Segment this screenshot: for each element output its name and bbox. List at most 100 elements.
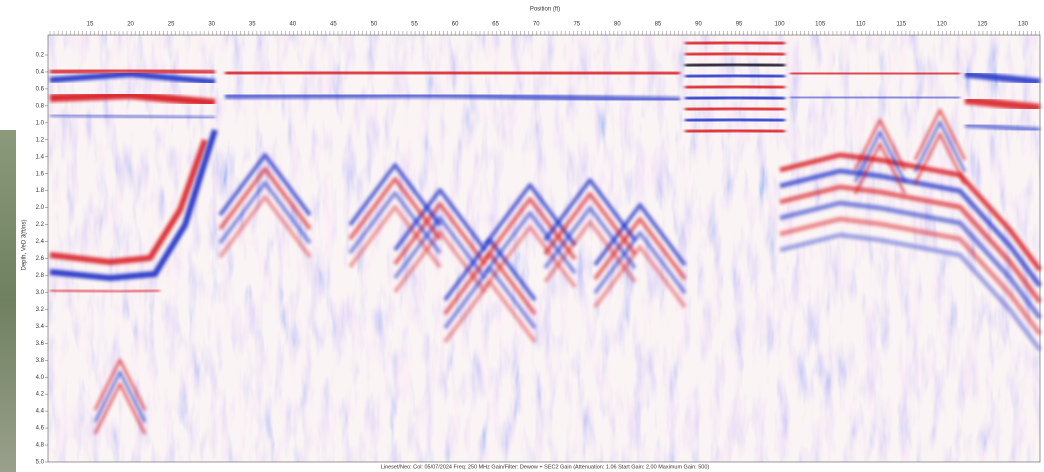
reflector	[49, 91, 216, 107]
x-axis-title: Position (ft)	[530, 7, 560, 13]
reflector	[913, 120, 967, 173]
reflector	[218, 195, 312, 259]
reflector	[913, 132, 967, 185]
reflector	[779, 200, 1042, 320]
y-tick-label: 0.4	[36, 70, 45, 76]
reflector	[964, 70, 1041, 86]
x-tick-label: 95	[736, 22, 743, 28]
reflector	[684, 83, 786, 91]
y-tick-label: 2.8	[36, 273, 45, 279]
x-tick-label: 110	[856, 22, 866, 28]
reflector	[348, 205, 442, 269]
x-tick-label: 125	[977, 22, 988, 28]
reflector	[483, 183, 577, 247]
reflector	[853, 130, 907, 183]
reflector	[779, 168, 1042, 288]
reflector	[684, 61, 786, 69]
reflector	[964, 122, 1041, 133]
background-photo	[0, 130, 16, 472]
reflector	[93, 382, 147, 435]
y-tick-label: 2.6	[36, 256, 45, 262]
reflector	[593, 245, 687, 309]
y-tick-label: 3.4	[36, 324, 45, 330]
reflector	[49, 113, 216, 120]
plot-frame	[47, 34, 1041, 463]
x-tick-label: 40	[289, 22, 296, 28]
reflector	[684, 94, 786, 102]
reflector	[543, 220, 637, 284]
y-tick-label: 5.0	[36, 460, 45, 466]
x-tick-label: 70	[533, 22, 540, 28]
reflector	[93, 370, 147, 423]
y-tick-label: 4.2	[36, 392, 45, 398]
reflector	[393, 216, 487, 280]
y-tick-label: 1.2	[36, 137, 45, 143]
y-tick-label: 3.0	[36, 290, 45, 296]
reflector	[684, 50, 786, 58]
reflector	[49, 288, 161, 294]
reflector	[218, 181, 312, 245]
reflector	[684, 39, 786, 47]
x-tick-label: 120	[937, 22, 948, 28]
y-tick-label: 3.6	[36, 341, 45, 347]
y-tick-label: 2.2	[36, 222, 45, 228]
x-tick-label: 115	[897, 22, 907, 28]
x-tick-label: 45	[330, 22, 337, 28]
x-tick-label: 35	[249, 22, 256, 28]
reflector	[684, 127, 786, 135]
reflector	[348, 191, 442, 255]
y-tick-label: 1.6	[36, 171, 45, 177]
y-tick-label: 4.6	[36, 426, 45, 432]
reflector	[593, 203, 687, 267]
y-tick-label: 0.6	[36, 86, 45, 92]
x-tick-label: 60	[452, 22, 459, 28]
y-tick-label: 3.8	[36, 358, 45, 364]
x-tick-label: 100	[775, 22, 786, 28]
footer-info: Lineset/Neo: Col: 05/07/2024 Freq: 250 M…	[381, 464, 710, 470]
reflector	[483, 197, 577, 261]
y-tick-label: 0.8	[36, 103, 45, 109]
reflector	[49, 138, 208, 265]
reflector	[853, 142, 907, 195]
reflector	[348, 177, 442, 241]
reflector	[224, 92, 681, 103]
y-tick-label: 1.4	[36, 154, 45, 160]
x-tick-label: 130	[1018, 22, 1029, 28]
reflector	[684, 105, 786, 113]
reflector	[49, 129, 218, 281]
reflector	[789, 94, 961, 101]
x-tick-label: 75	[573, 22, 580, 28]
reflector	[684, 116, 786, 124]
x-tick-label: 55	[411, 22, 418, 28]
reflector	[393, 202, 487, 266]
x-tick-label: 85	[655, 22, 662, 28]
reflector	[348, 163, 442, 227]
reflector	[49, 66, 216, 77]
reflector	[483, 211, 577, 275]
y-tick-label: 1.0	[36, 120, 45, 126]
reflector	[779, 216, 1042, 336]
x-tick-label: 15	[87, 22, 94, 28]
y-tick-label: 0.2	[36, 53, 45, 59]
reflector	[543, 178, 637, 242]
y-tick-label: 2.0	[36, 205, 45, 211]
plot-area	[48, 35, 1042, 462]
y-tick-label: 4.8	[36, 443, 45, 449]
x-tick-label: 90	[695, 22, 702, 28]
reflector	[913, 108, 967, 161]
reflector	[684, 72, 786, 80]
y-axis-title: Depth, VeD 3(ft/ns)	[22, 219, 28, 270]
reflector	[483, 225, 577, 289]
reflector	[789, 69, 961, 78]
y-tick-label: 4.0	[36, 375, 45, 381]
reflector	[779, 184, 1042, 304]
reflector	[543, 206, 637, 270]
y-tick-label: 2.4	[36, 239, 45, 245]
x-tick-label: 80	[614, 22, 621, 28]
reflector	[93, 358, 147, 411]
reflector	[49, 71, 216, 85]
y-tick-label: 3.2	[36, 307, 45, 313]
reflector	[593, 231, 687, 295]
